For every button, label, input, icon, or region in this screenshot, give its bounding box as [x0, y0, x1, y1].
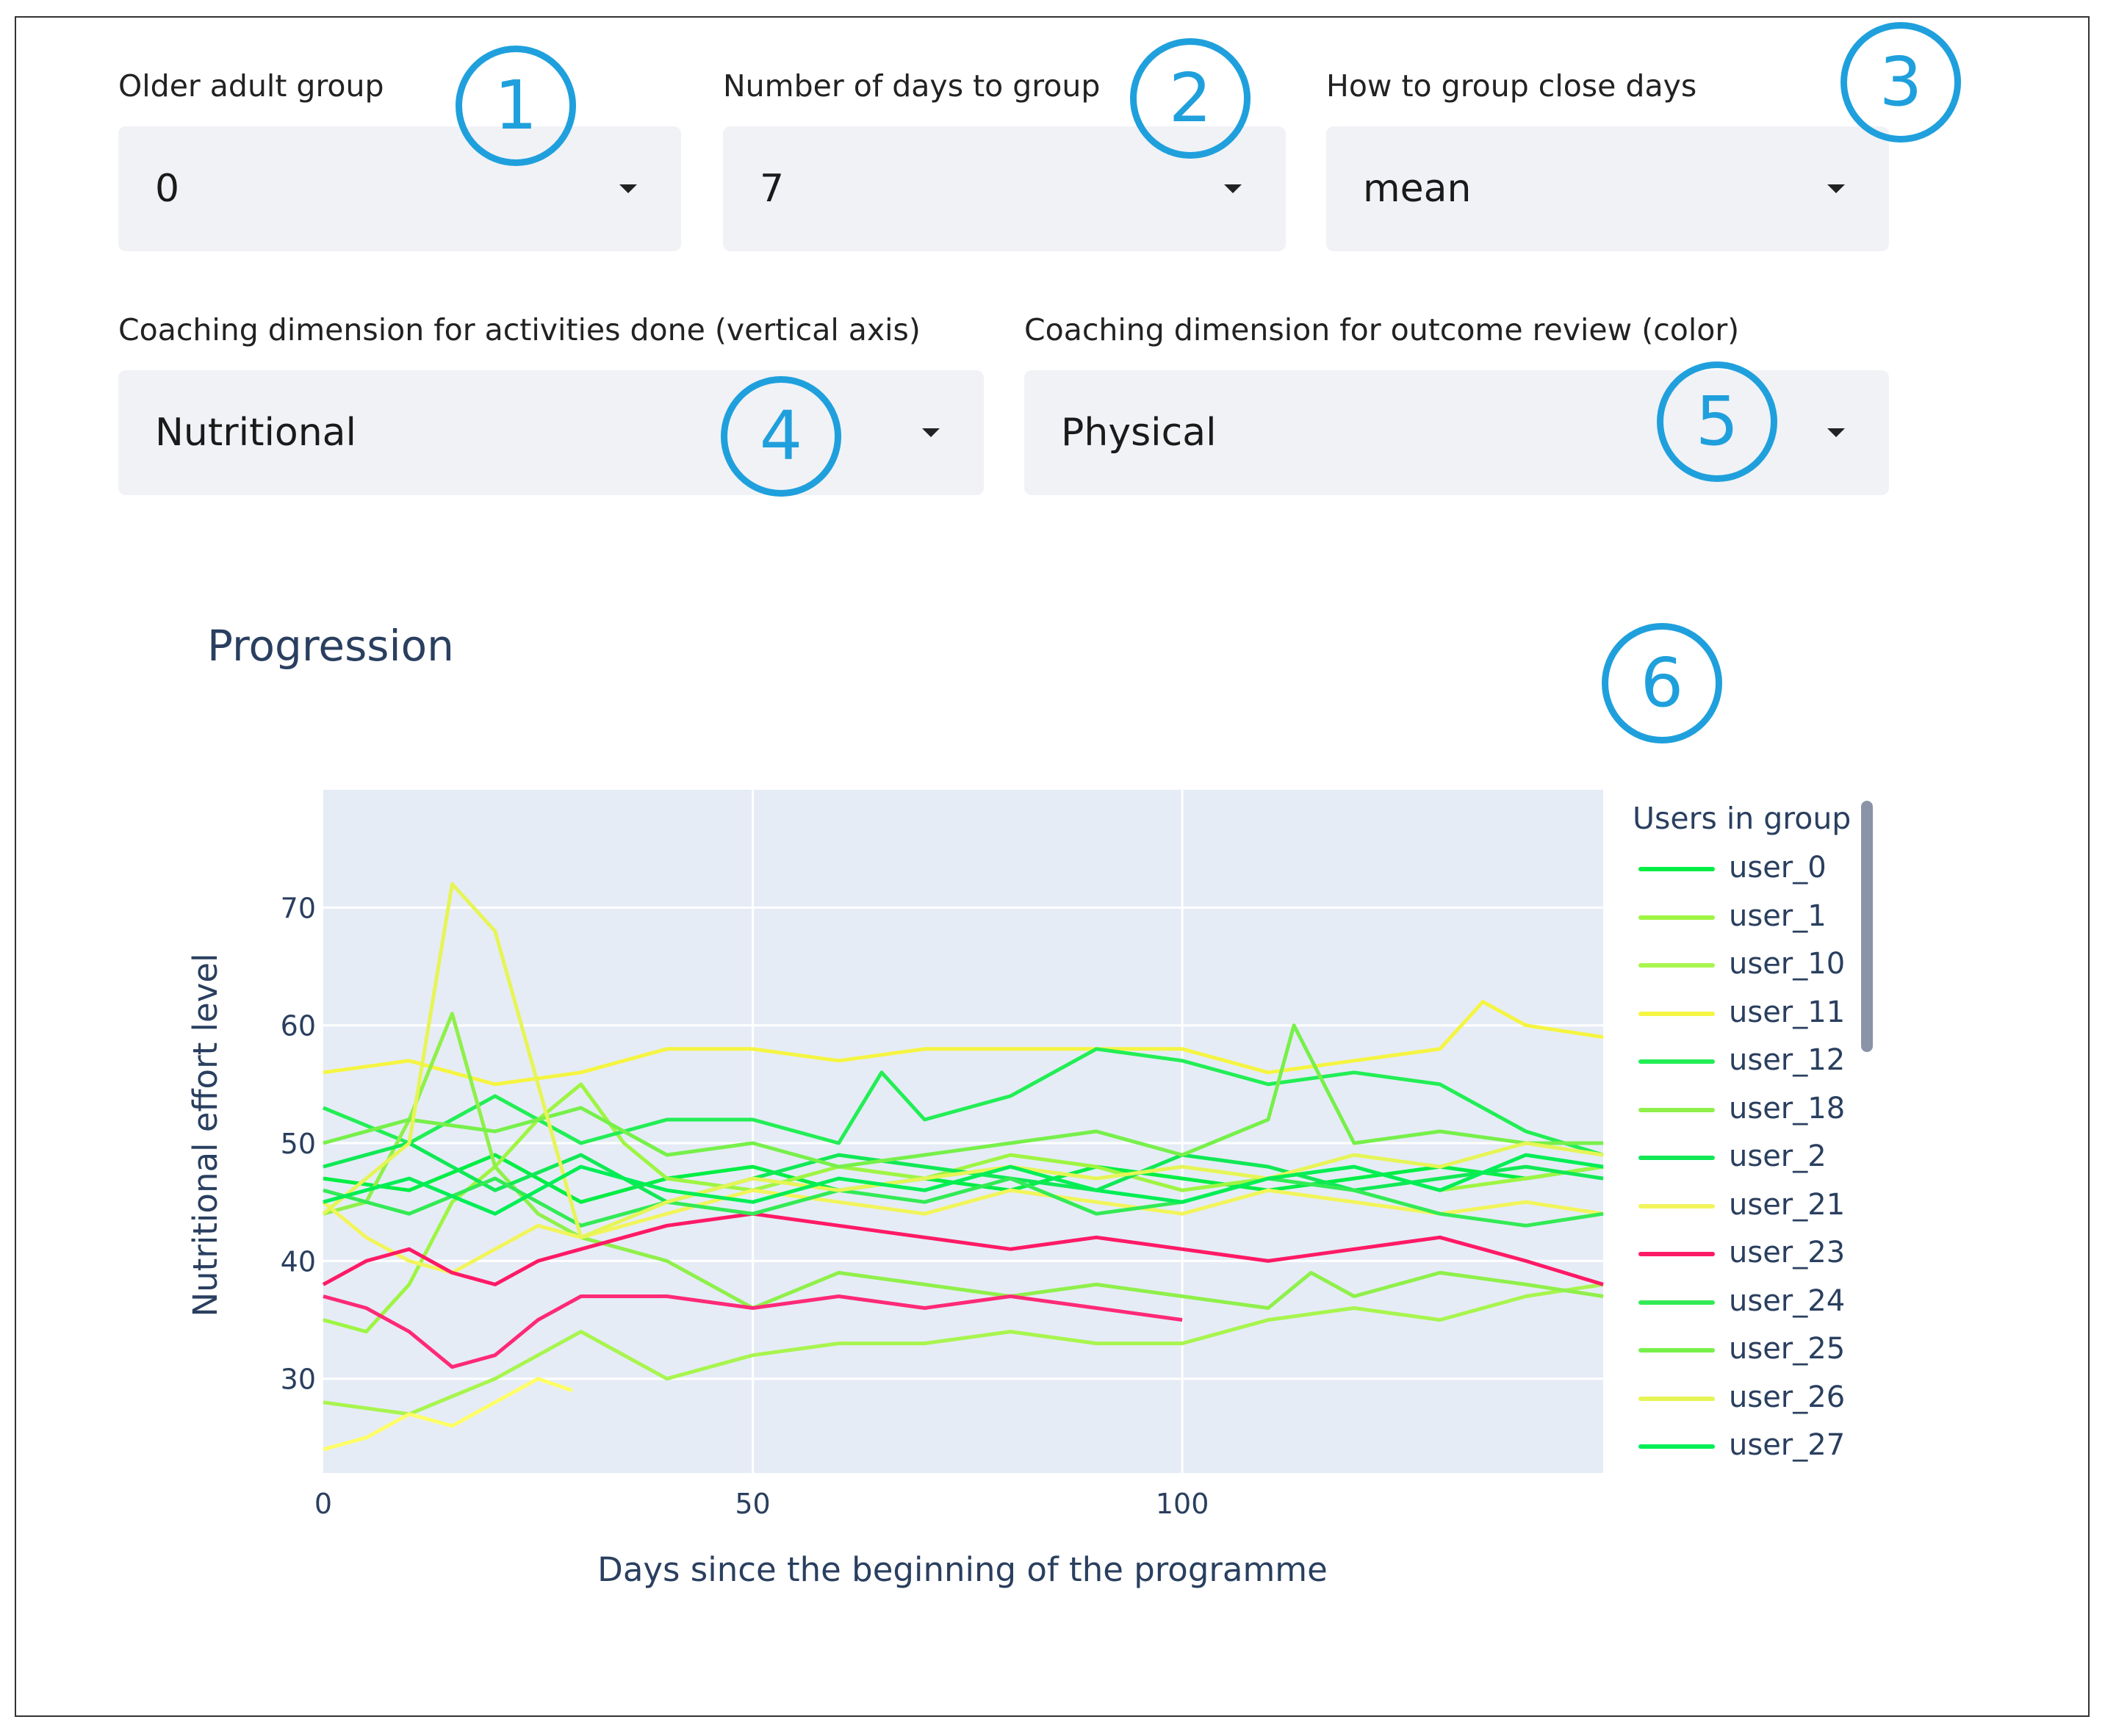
legend-swatch [1638, 1203, 1715, 1209]
legend-item-user-24[interactable]: user_24 [1638, 1284, 1874, 1321]
series-line-user-18[interactable] [323, 1012, 1604, 1310]
legend-item-user-11[interactable]: user_11 [1638, 995, 1874, 1032]
legend-label: user_1 [1729, 898, 1827, 933]
y-axis-label: Nutritional effort level [186, 953, 225, 1317]
legend-label: user_11 [1729, 995, 1846, 1029]
x-tick-label: 100 [1156, 1488, 1209, 1520]
series-line-user-27[interactable] [323, 1153, 1604, 1216]
group-label: Older adult group [118, 68, 384, 104]
legend-label: user_0 [1729, 851, 1827, 885]
caret-down-icon[interactable] [922, 428, 940, 437]
legend-swatch [1638, 1011, 1715, 1016]
legend-item-user-2[interactable]: user_2 [1638, 1139, 1874, 1176]
series-line-user-12[interactable] [323, 1047, 1604, 1157]
outcome-dimension-label: Coaching dimension for outcome review (c… [1024, 312, 1740, 347]
legend-swatch [1638, 915, 1715, 920]
y-tick-label: 30 [281, 1364, 316, 1396]
outcome-dimension-value: Physical [1061, 411, 1217, 455]
legend-item-user-0[interactable]: user_0 [1638, 851, 1874, 887]
caret-down-icon[interactable] [619, 184, 637, 193]
legend-swatch [1638, 1059, 1715, 1064]
legend-item-user-23[interactable]: user_23 [1638, 1236, 1874, 1272]
caret-down-icon[interactable] [1224, 184, 1242, 193]
chart-title: Progression [207, 621, 454, 671]
series-line-user-28[interactable] [323, 1294, 1183, 1369]
legend-item-user-12[interactable]: user_12 [1638, 1043, 1874, 1080]
days-value: 7 [760, 167, 785, 211]
annotation-badge-3: 3 [1840, 22, 1961, 143]
legend-label: user_25 [1729, 1332, 1846, 1366]
annotation-badge-2: 2 [1130, 38, 1251, 159]
legend-label: user_10 [1729, 947, 1846, 981]
series-line-user-0[interactable] [323, 1153, 1604, 1204]
x-axis-label: Days since the beginning of the programm… [597, 1550, 1328, 1589]
legend-label: user_2 [1729, 1139, 1827, 1173]
legend-label: user_24 [1729, 1283, 1846, 1318]
series-line-user-10[interactable] [323, 1282, 1604, 1416]
plot-area [323, 790, 1603, 1473]
activity-dimension-label: Coaching dimension for activities done (… [118, 312, 921, 347]
series-line-user-24[interactable] [323, 1176, 1604, 1228]
legend-item-user-25[interactable]: user_25 [1638, 1332, 1874, 1369]
method-dropdown[interactable]: mean [1326, 126, 1889, 251]
legend-label: user_21 [1729, 1187, 1846, 1222]
legend-swatch [1638, 1252, 1715, 1256]
legend-scrollbar[interactable] [1861, 801, 1873, 1052]
annotation-badge-4: 4 [721, 376, 841, 497]
x-tick-label: 0 [314, 1488, 332, 1520]
legend-swatch [1638, 1107, 1715, 1112]
legend-label: user_23 [1729, 1236, 1846, 1269]
caret-down-icon[interactable] [1827, 184, 1845, 193]
caret-down-icon[interactable] [1827, 428, 1845, 437]
legend-item-user-10[interactable]: user_10 [1638, 947, 1874, 984]
legend-swatch [1638, 1444, 1715, 1449]
series-line-user-25[interactable] [323, 1023, 1603, 1169]
method-label: How to group close days [1326, 68, 1697, 104]
annotation-badge-1: 1 [456, 46, 576, 166]
y-tick-label: 60 [281, 1010, 316, 1042]
annotation-badge-6: 6 [1602, 623, 1722, 743]
group-value: 0 [155, 167, 180, 211]
legend-item-user-27[interactable]: user_27 [1638, 1428, 1874, 1465]
legend-label: user_27 [1729, 1428, 1846, 1462]
group-dropdown[interactable]: 0 [118, 126, 681, 251]
legend-swatch [1638, 1348, 1715, 1353]
legend-item-user-26[interactable]: user_26 [1638, 1380, 1874, 1417]
activity-dimension-value: Nutritional [155, 411, 356, 455]
series-line-user-29[interactable] [323, 1377, 573, 1452]
legend-item-user-18[interactable]: user_18 [1638, 1092, 1874, 1128]
annotation-badge-5: 5 [1657, 361, 1777, 482]
legend-label: user_18 [1729, 1091, 1846, 1125]
days-label: Number of days to group [723, 68, 1101, 104]
legend-swatch [1638, 963, 1715, 968]
legend-item-user-21[interactable]: user_21 [1638, 1188, 1874, 1225]
series-line-user-23[interactable] [322, 1211, 1604, 1286]
y-tick-label: 40 [281, 1245, 316, 1278]
x-tick-label: 50 [735, 1488, 770, 1520]
legend-item-user-1[interactable]: user_1 [1638, 899, 1874, 936]
legend-label: user_26 [1729, 1380, 1846, 1414]
y-tick-label: 50 [281, 1128, 316, 1160]
method-value: mean [1363, 167, 1472, 211]
series-line-user-11[interactable] [323, 1000, 1604, 1087]
legend-label: user_12 [1729, 1043, 1846, 1077]
legend-swatch [1638, 1396, 1715, 1401]
legend-title: Users in group [1633, 801, 1852, 836]
y-tick-label: 70 [281, 892, 316, 924]
legend-swatch [1638, 1300, 1715, 1305]
legend-swatch [1638, 867, 1715, 871]
legend-swatch [1638, 1156, 1715, 1160]
